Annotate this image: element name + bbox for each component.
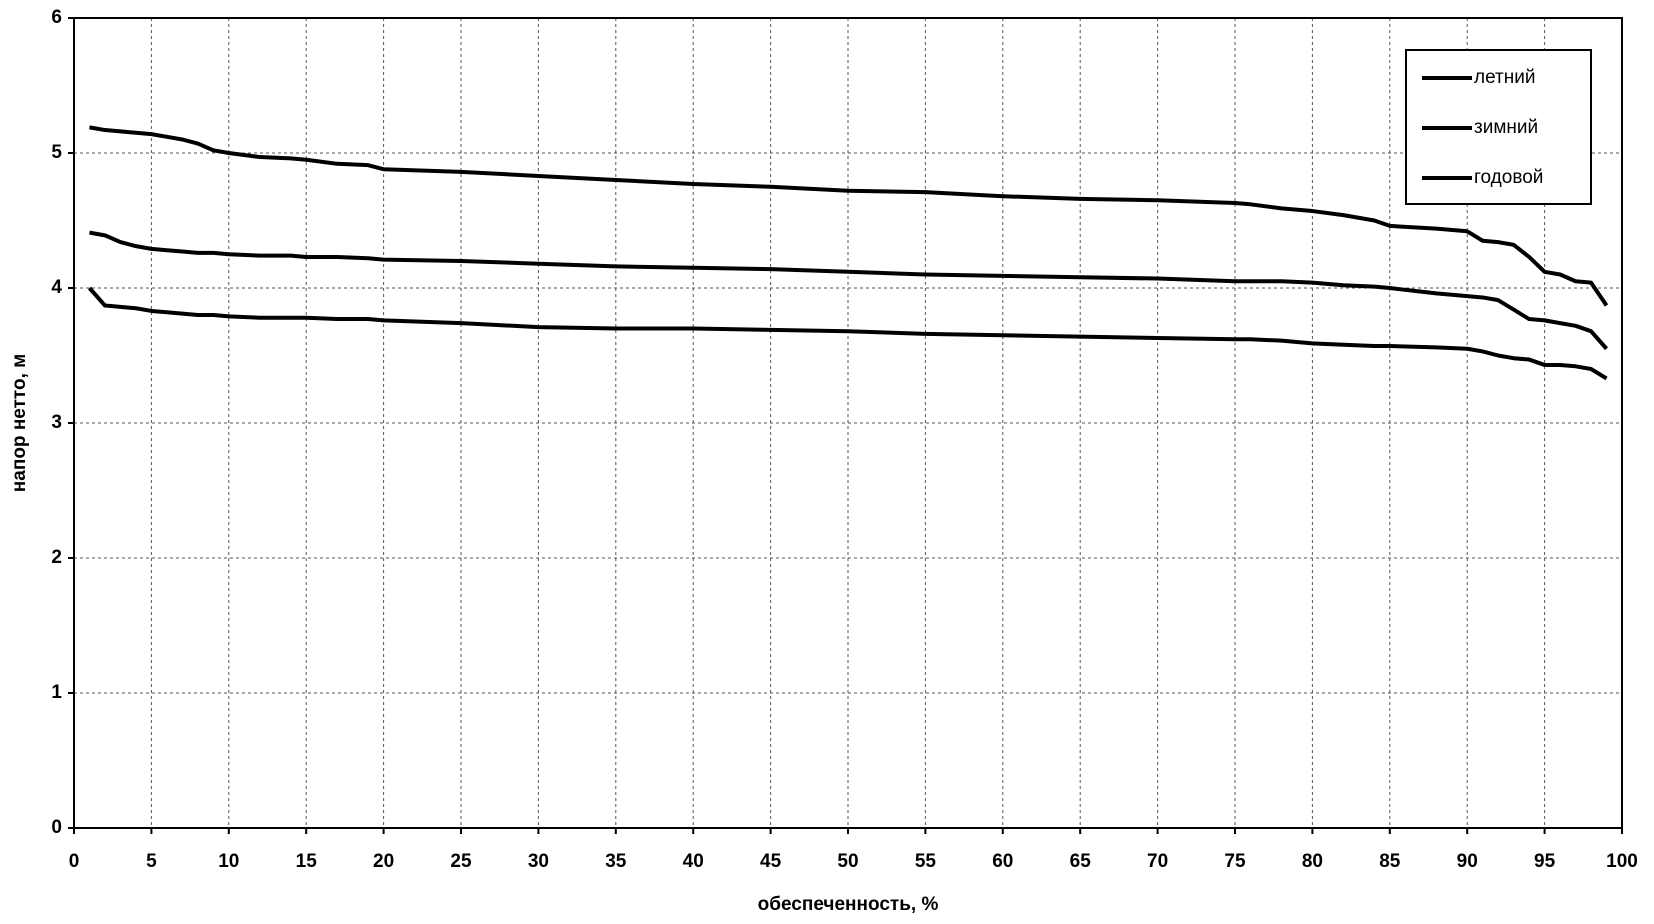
x-tick-label: 5 <box>146 851 157 872</box>
x-tick-label: 100 <box>1606 851 1638 872</box>
x-tick-label: 0 <box>69 851 80 872</box>
series-line <box>89 125 1609 307</box>
x-tick-label: 65 <box>1070 851 1092 872</box>
x-tick-label: 10 <box>218 851 239 872</box>
y-axis-label: напор нетто, м <box>9 354 30 492</box>
x-tick-label: 95 <box>1534 851 1556 872</box>
x-tick-label: 90 <box>1457 851 1478 872</box>
x-tick-label: 70 <box>1147 851 1168 872</box>
y-tick-label: 1 <box>51 682 62 703</box>
y-tick-label: 3 <box>51 412 62 433</box>
x-tick-label: 30 <box>528 851 549 872</box>
series-line <box>87 286 1608 381</box>
x-tick-label: 80 <box>1302 851 1323 872</box>
x-tick-label: 75 <box>1224 851 1246 872</box>
y-tick-label: 0 <box>51 817 62 838</box>
y-tick-label: 6 <box>51 7 62 28</box>
legend-label: зимний <box>1474 117 1538 138</box>
x-axis-label: обеспеченность, % <box>758 894 939 915</box>
y-tick-label: 4 <box>51 277 62 298</box>
x-tick-label: 55 <box>915 851 937 872</box>
y-tick-label: 5 <box>51 142 62 163</box>
x-tick-label: 45 <box>760 851 782 872</box>
y-tick-label: 2 <box>51 547 62 568</box>
plot-frame <box>73 17 1623 829</box>
x-tick-label: 35 <box>605 851 627 872</box>
x-tick-label: 85 <box>1379 851 1401 872</box>
legend-label: годовой <box>1474 167 1543 188</box>
x-tick-label: 40 <box>683 851 704 872</box>
x-tick-label: 25 <box>450 851 472 872</box>
x-tick-label: 50 <box>837 851 858 872</box>
legend-label: летний <box>1474 67 1535 88</box>
x-tick-label: 20 <box>373 851 394 872</box>
series-line <box>89 230 1609 351</box>
x-tick-label: 60 <box>992 851 1013 872</box>
x-tick-label: 15 <box>296 851 318 872</box>
